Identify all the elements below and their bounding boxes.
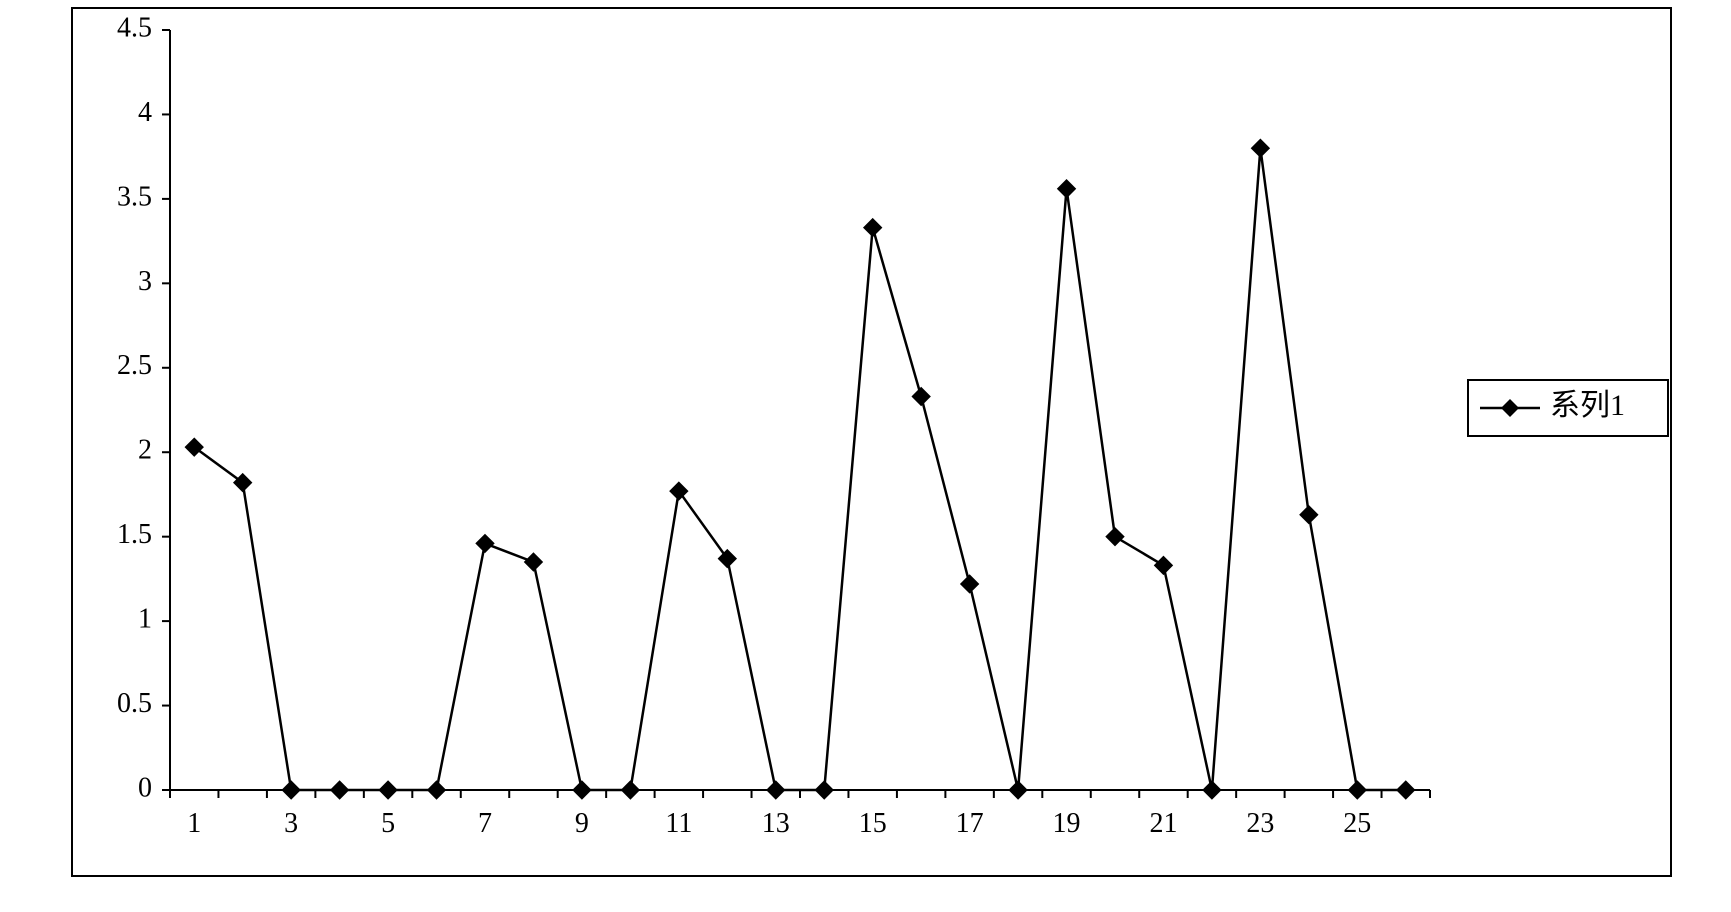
x-axis-label: 7	[478, 808, 492, 839]
series-marker	[476, 534, 494, 552]
series-marker	[1058, 180, 1076, 198]
y-axis-label: 3.5	[117, 181, 152, 212]
series-marker	[1009, 781, 1027, 799]
x-axis-label: 5	[381, 808, 395, 839]
series-marker	[912, 387, 930, 405]
series-marker	[573, 781, 591, 799]
x-axis-label: 21	[1149, 808, 1177, 839]
x-axis-label: 3	[284, 808, 298, 839]
series-marker	[1348, 781, 1366, 799]
series-marker	[1251, 139, 1269, 157]
y-axis-label: 0.5	[117, 688, 152, 719]
y-axis-label: 3	[138, 266, 152, 297]
series-marker	[234, 474, 252, 492]
series-marker	[621, 781, 639, 799]
y-axis-label: 2	[138, 435, 152, 466]
line-chart: 00.511.522.533.544.513579111315171921232…	[0, 0, 1731, 912]
x-axis-label: 23	[1246, 808, 1274, 839]
series-marker	[524, 553, 542, 571]
series-marker	[331, 781, 349, 799]
series-line	[194, 148, 1406, 790]
x-axis-label: 11	[665, 808, 692, 839]
series-marker	[185, 438, 203, 456]
series-marker	[1154, 556, 1172, 574]
series-marker	[815, 781, 833, 799]
x-axis-label: 25	[1343, 808, 1371, 839]
y-axis-label: 2.5	[117, 350, 152, 381]
series-marker	[1106, 528, 1124, 546]
series-marker	[718, 550, 736, 568]
series-marker	[1203, 781, 1221, 799]
series-marker	[767, 781, 785, 799]
chart-container: 00.511.522.533.544.513579111315171921232…	[0, 0, 1731, 912]
y-axis-label: 4	[138, 97, 152, 128]
series-marker	[282, 781, 300, 799]
legend-label: 系列1	[1550, 389, 1625, 422]
y-axis-label: 0	[138, 772, 152, 803]
series-marker	[961, 575, 979, 593]
x-axis-label: 17	[956, 808, 984, 839]
y-axis-label: 1	[138, 604, 152, 635]
x-axis-label: 13	[762, 808, 790, 839]
series-marker	[670, 482, 688, 500]
x-axis-label: 1	[187, 808, 201, 839]
y-axis-label: 1.5	[117, 519, 152, 550]
x-axis-label: 19	[1053, 808, 1081, 839]
series-marker	[864, 219, 882, 237]
series-marker	[1397, 781, 1415, 799]
series-marker	[428, 781, 446, 799]
series-marker	[1300, 506, 1318, 524]
series-marker	[379, 781, 397, 799]
x-axis-label: 15	[859, 808, 887, 839]
x-axis-label: 9	[575, 808, 589, 839]
y-axis-label: 4.5	[117, 12, 152, 43]
